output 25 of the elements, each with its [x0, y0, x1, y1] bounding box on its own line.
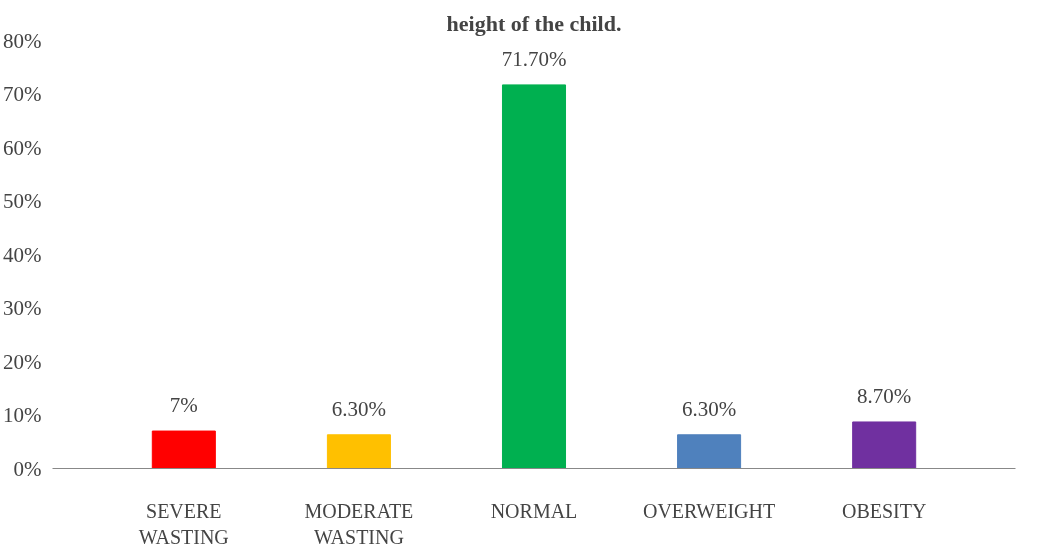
x-tick-label: SEVERE WASTING: [138, 499, 229, 548]
bar: [677, 434, 742, 469]
bar: [151, 430, 216, 469]
y-tick-label: 30%: [3, 296, 42, 320]
x-tick-label: OBESITY: [841, 499, 927, 522]
data-label: 6.30%: [681, 396, 737, 421]
y-tick-label: 0%: [13, 456, 42, 481]
bar: [852, 421, 917, 469]
data-label: 6.30%: [331, 396, 387, 421]
x-tick-label: OVERWEIGHT: [642, 499, 776, 522]
data-label: 71.70%: [501, 46, 567, 71]
data-label: 8.70%: [857, 383, 912, 408]
x-tick-label: MODERATE WASTING: [304, 499, 414, 548]
y-tick-label: 40%: [3, 242, 42, 267]
bar: [326, 434, 391, 469]
y-tick-label: 10%: [3, 403, 42, 427]
y-tick-label: 60%: [3, 135, 42, 160]
bar: [501, 84, 567, 469]
y-tick-label: 50%: [3, 189, 42, 213]
y-tick-label: 70%: [3, 82, 42, 106]
chart-title: height of the child.: [446, 10, 622, 36]
y-tick-label: 80%: [3, 28, 42, 53]
y-tick-label: 20%: [3, 349, 42, 374]
x-tick-label: NORMAL: [490, 499, 578, 522]
data-label: 7%: [169, 393, 198, 418]
